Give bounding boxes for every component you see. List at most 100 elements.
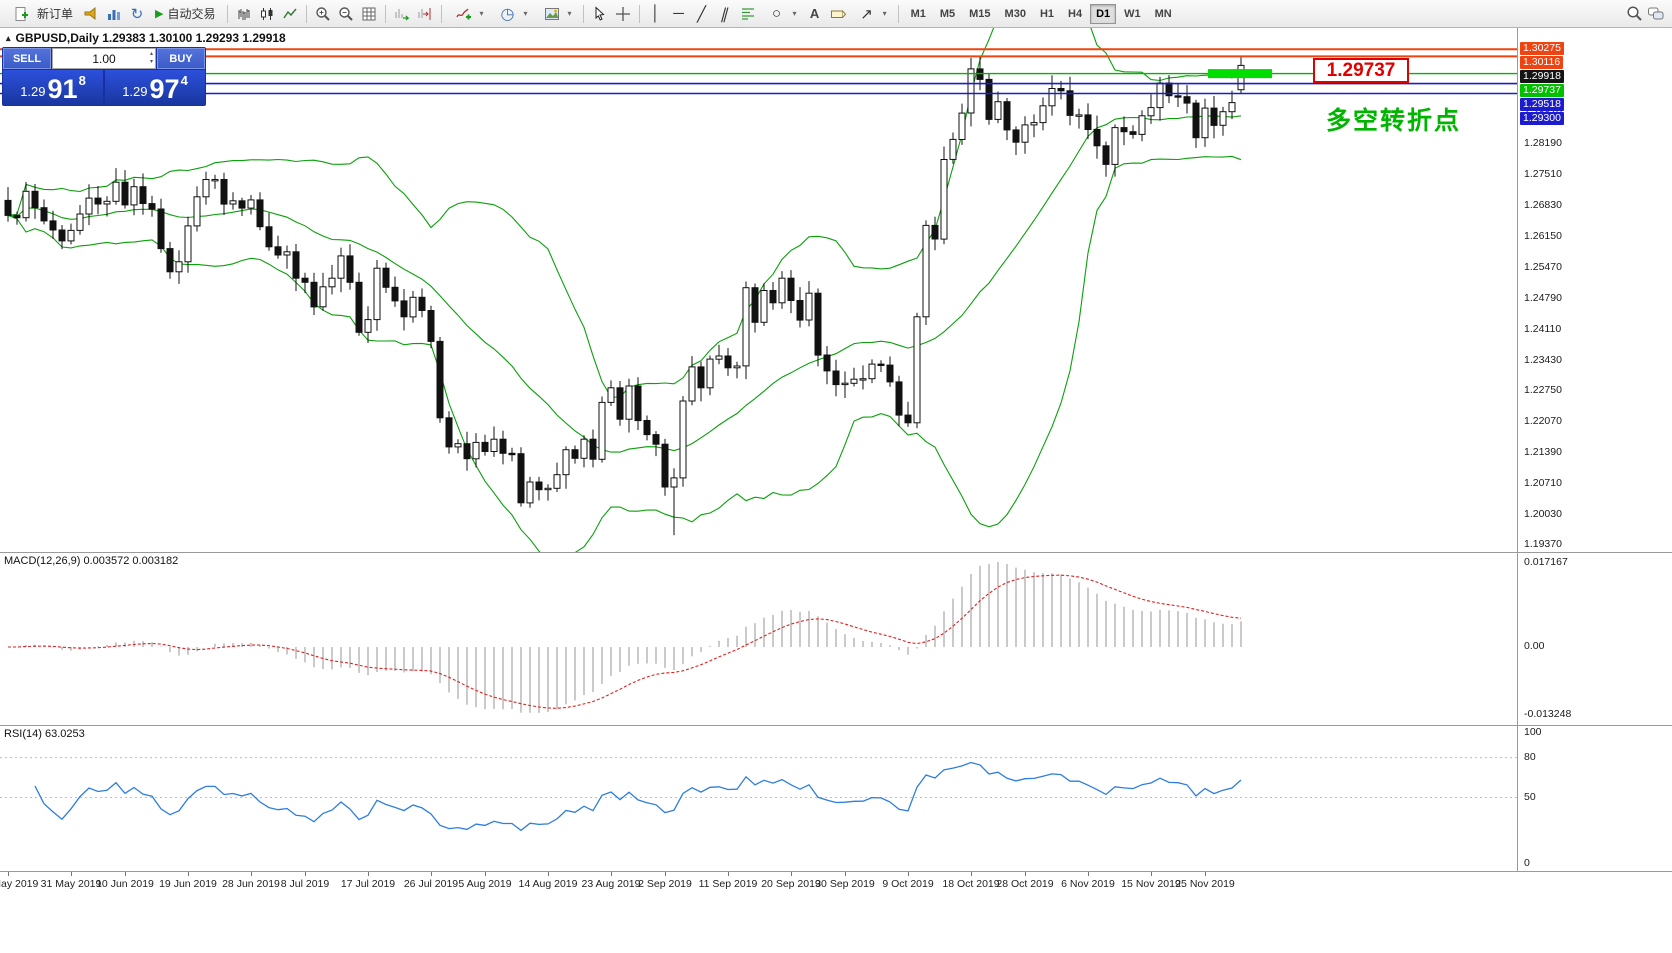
timeframe-m15-button[interactable]: M15	[963, 4, 996, 24]
chart-marker-icon: ▴	[6, 32, 11, 43]
volume-input[interactable]: 1.00 ▴ ▾	[52, 48, 156, 69]
chart-ohlc-header: ▴ GBPUSD,Daily 1.29383 1.30100 1.29293 1…	[6, 31, 286, 45]
date-tick	[251, 872, 252, 876]
buy-price-prefix: 1.29	[122, 84, 148, 99]
sell-price-pip: 8	[78, 73, 86, 88]
crosshair-icon[interactable]	[612, 3, 634, 25]
horizontal-line-icon[interactable]: ─	[673, 5, 684, 22]
buy-button[interactable]: BUY	[157, 48, 205, 69]
zoom-in-icon[interactable]	[312, 3, 334, 25]
timeframe-m30-button[interactable]: M30	[999, 4, 1032, 24]
search-icon[interactable]	[1623, 3, 1645, 25]
date-axis-label: 15 Nov 2019	[1121, 878, 1181, 890]
date-tick	[1025, 872, 1026, 876]
date-tick	[665, 872, 666, 876]
trendline-icon[interactable]: ╱	[697, 5, 707, 23]
chart-window: ▴ GBPUSD,Daily 1.29383 1.30100 1.29293 1…	[0, 28, 1672, 953]
date-tick	[908, 872, 909, 876]
indicators-icon	[453, 3, 475, 25]
fibonacci-icon[interactable]	[737, 3, 759, 25]
timeframe-mn-button[interactable]: MN	[1149, 4, 1178, 24]
date-tick	[71, 872, 72, 876]
date-axis-label: 10 Jun 2019	[96, 878, 154, 890]
chat-icon[interactable]	[1645, 3, 1667, 25]
refresh-icon[interactable]: ↻	[130, 5, 144, 23]
timeframe-m5-button[interactable]: M5	[934, 4, 961, 24]
timeframe-h1-button[interactable]: H1	[1034, 4, 1060, 24]
line-chart-icon[interactable]	[279, 3, 301, 25]
new-order-label: 新订单	[37, 7, 74, 21]
spinner-down-icon[interactable]: ▾	[149, 59, 153, 65]
candlestick-chart-icon[interactable]	[256, 3, 278, 25]
date-axis-label: 8 Jul 2019	[280, 878, 330, 890]
price-level-label: 1.29737	[1520, 84, 1564, 97]
timeframe-m1-button[interactable]: M1	[905, 4, 932, 24]
panel-separator[interactable]	[0, 552, 1672, 553]
price-level-label: 1.29300	[1520, 112, 1564, 125]
arrows-button[interactable]: ↗ ▾	[850, 2, 893, 26]
date-axis-label: 22 May 2019	[0, 878, 39, 890]
templates-button[interactable]: ▾	[535, 2, 578, 26]
autotrading-label: 自动交易	[167, 7, 216, 21]
price-callout-box[interactable]: 1.29737	[1313, 58, 1409, 83]
panel-separator[interactable]	[0, 725, 1672, 726]
date-axis-label: 18 Oct 2019	[942, 878, 1000, 890]
date-tick	[1088, 872, 1089, 876]
template-image-icon	[541, 3, 563, 25]
market-watch-icon[interactable]	[103, 3, 125, 25]
volume-value: 1.00	[92, 51, 116, 66]
price-axis-label: 1.23430	[1524, 354, 1562, 366]
autotrading-play-icon: ▶	[155, 8, 164, 20]
chart-shift-icon[interactable]	[414, 3, 436, 25]
symbol-ohlc-text: GBPUSD,Daily 1.29383 1.30100 1.29293 1.2…	[15, 31, 286, 45]
sell-price-display[interactable]: 1.29 91 8	[3, 70, 103, 105]
alert-horn-icon[interactable]	[80, 3, 102, 25]
one-click-trading-panel: SELL 1.00 ▴ ▾ BUY 1.29 91 8 1.29 97 4	[2, 47, 206, 106]
date-tick	[971, 872, 972, 876]
rsi-indicator-panel[interactable]	[0, 725, 1517, 871]
rsi-axis-label: 100	[1524, 726, 1542, 738]
equidistant-channel-icon[interactable]: ∥	[718, 5, 731, 23]
volume-spinner[interactable]: ▴ ▾	[150, 50, 153, 66]
timeframe-row: M1 M5 M15 M30 H1 H4 D1 W1 MN	[904, 3, 1179, 24]
grid-icon[interactable]	[358, 3, 380, 25]
text-label-icon[interactable]	[827, 3, 849, 25]
date-tick	[611, 872, 612, 876]
vertical-line-icon[interactable]: │	[650, 5, 661, 22]
date-axis-label: 14 Aug 2019	[518, 878, 578, 890]
timeframe-h4-button[interactable]: H4	[1062, 4, 1088, 24]
bar-chart-icon[interactable]	[233, 3, 255, 25]
buy-price-display[interactable]: 1.29 97 4	[105, 70, 205, 105]
ellipse-icon: ○	[772, 5, 782, 22]
zoom-out-icon[interactable]	[335, 3, 357, 25]
date-axis-label: 11 Sep 2019	[698, 878, 758, 890]
new-order-button[interactable]: 新订单	[5, 2, 79, 26]
date-axis-label: 17 Jul 2019	[340, 878, 396, 890]
date-tick	[125, 872, 126, 876]
turning-point-annotation[interactable]: 多空转折点	[1326, 107, 1462, 135]
date-axis-label: 6 Nov 2019	[1061, 878, 1115, 890]
shapes-button[interactable]: ○ ▾	[760, 2, 803, 26]
spinner-up-icon[interactable]: ▴	[149, 51, 153, 57]
macd-indicator-panel[interactable]	[0, 552, 1517, 725]
auto-scroll-icon[interactable]	[391, 3, 413, 25]
indicators-button[interactable]: ▾	[447, 2, 490, 26]
timeframe-w1-button[interactable]: W1	[1118, 4, 1147, 24]
price-axis[interactable]: 1.288701.281901.275101.268301.261501.254…	[1517, 28, 1672, 871]
sell-button[interactable]: SELL	[3, 48, 51, 69]
text-tool-icon[interactable]: A	[809, 6, 820, 21]
date-tick	[305, 872, 306, 876]
price-axis-label: 1.28190	[1524, 137, 1562, 149]
autotrading-button[interactable]: ▶ 自动交易	[149, 2, 221, 26]
date-axis-label: 30 Sep 2019	[815, 878, 875, 890]
price-axis-label: 1.22750	[1524, 384, 1562, 396]
price-chart[interactable]	[0, 28, 1517, 552]
toolbar-separator	[384, 4, 386, 23]
cursor-icon[interactable]	[589, 3, 611, 25]
timeframe-d1-button[interactable]: D1	[1090, 3, 1117, 24]
toolbar-separator	[440, 4, 442, 23]
periods-button[interactable]: ◷ ▾	[491, 2, 534, 26]
date-tick	[728, 872, 729, 876]
price-level-label: 1.29518	[1520, 98, 1564, 111]
